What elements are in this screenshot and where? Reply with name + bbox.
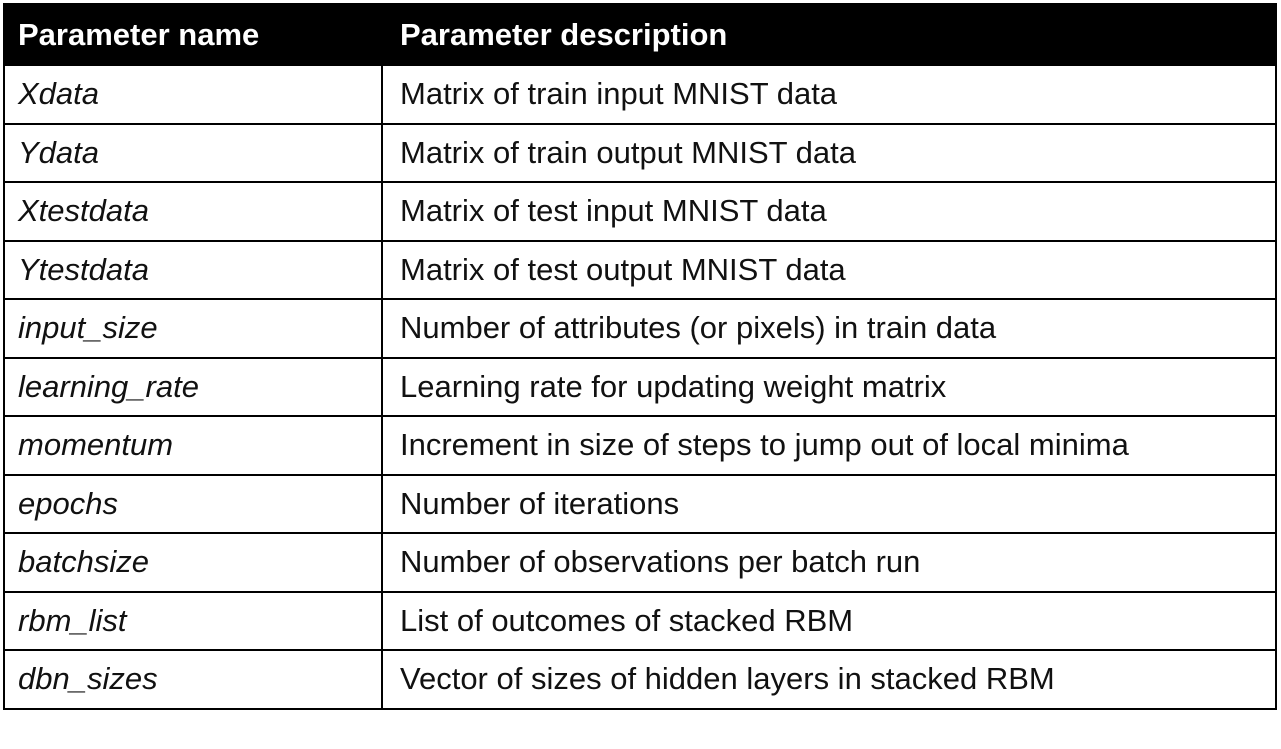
table-row: input_size Number of attributes (or pixe… bbox=[3, 298, 1277, 359]
table-row: momentum Increment in size of steps to j… bbox=[3, 415, 1277, 476]
header-row: Parameter name Parameter description bbox=[3, 3, 1277, 66]
table-row: learning_rate Learning rate for updating… bbox=[3, 356, 1277, 417]
table-row: rbm_list List of outcomes of stacked RBM bbox=[3, 590, 1277, 651]
header-parameter-description: Parameter description bbox=[381, 3, 1277, 66]
table-row: Ytestdata Matrix of test output MNIST da… bbox=[3, 239, 1277, 300]
table-row: epochs Number of iterations bbox=[3, 473, 1277, 534]
table-row: dbn_sizes Vector of sizes of hidden laye… bbox=[3, 649, 1277, 710]
parameter-name-cell: batchsize bbox=[3, 532, 383, 593]
table-row: batchsize Number of observations per bat… bbox=[3, 532, 1277, 593]
parameter-name-cell: Ydata bbox=[3, 122, 383, 183]
table-row: Xdata Matrix of train input MNIST data bbox=[3, 64, 1277, 125]
parameter-table: Parameter name Parameter description Xda… bbox=[3, 3, 1277, 710]
parameter-name-cell: rbm_list bbox=[3, 590, 383, 651]
parameter-description-cell: Learning rate for updating weight matrix bbox=[381, 356, 1277, 417]
parameter-description-cell: Matrix of test input MNIST data bbox=[381, 181, 1277, 242]
header-parameter-name: Parameter name bbox=[3, 3, 383, 66]
parameter-description-cell: Number of iterations bbox=[381, 473, 1277, 534]
parameter-name-cell: epochs bbox=[3, 473, 383, 534]
parameter-description-cell: Matrix of train input MNIST data bbox=[381, 64, 1277, 125]
parameter-name-cell: momentum bbox=[3, 415, 383, 476]
parameter-name-cell: Xtestdata bbox=[3, 181, 383, 242]
parameter-name-cell: Ytestdata bbox=[3, 239, 383, 300]
parameter-description-cell: Matrix of train output MNIST data bbox=[381, 122, 1277, 183]
parameter-name-cell: input_size bbox=[3, 298, 383, 359]
table-row: Ydata Matrix of train output MNIST data bbox=[3, 122, 1277, 183]
parameter-description-cell: Increment in size of steps to jump out o… bbox=[381, 415, 1277, 476]
parameter-description-cell: Number of observations per batch run bbox=[381, 532, 1277, 593]
parameter-description-cell: Matrix of test output MNIST data bbox=[381, 239, 1277, 300]
table-row: Xtestdata Matrix of test input MNIST dat… bbox=[3, 181, 1277, 242]
parameter-description-cell: Vector of sizes of hidden layers in stac… bbox=[381, 649, 1277, 710]
parameter-name-cell: Xdata bbox=[3, 64, 383, 125]
parameter-name-cell: learning_rate bbox=[3, 356, 383, 417]
parameter-description-cell: Number of attributes (or pixels) in trai… bbox=[381, 298, 1277, 359]
parameter-description-cell: List of outcomes of stacked RBM bbox=[381, 590, 1277, 651]
parameter-name-cell: dbn_sizes bbox=[3, 649, 383, 710]
table-body: Xdata Matrix of train input MNIST data Y… bbox=[3, 64, 1277, 710]
table-header: Parameter name Parameter description bbox=[3, 3, 1277, 66]
